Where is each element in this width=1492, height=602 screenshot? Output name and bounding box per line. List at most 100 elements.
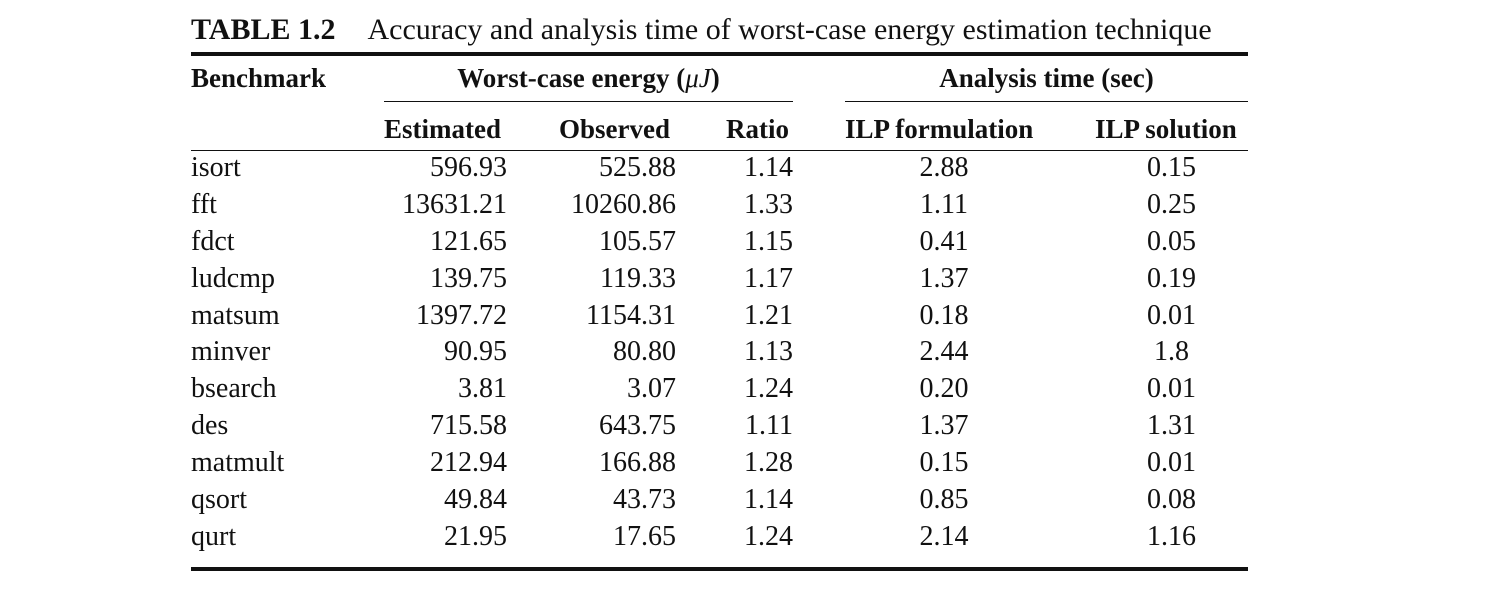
cell-estimated: 21.95 — [444, 520, 507, 552]
table-row: ludcmp 139.75 119.33 1.17 1.37 0.19 — [191, 262, 1248, 299]
cell-observed: 166.88 — [599, 447, 676, 479]
header-group-energy: Worst-case energy (μJ) — [384, 63, 793, 94]
cell-estimated: 596.93 — [430, 152, 507, 183]
table-row: bsearch 3.81 3.07 1.24 0.20 0.01 — [191, 372, 1248, 409]
cell-estimated: 212.94 — [430, 447, 507, 479]
cell-ratio: 1.33 — [744, 188, 793, 220]
group-rule-energy — [384, 101, 793, 102]
cell-observed: 43.73 — [613, 484, 676, 516]
header-row-groups: Benchmark Worst-case energy (μJ) Analysi… — [191, 56, 1248, 104]
cell-ilp-solution: 0.25 — [1147, 188, 1196, 220]
group-rule-time — [845, 101, 1248, 102]
top-rule — [191, 52, 1248, 56]
cell-benchmark: fdct — [191, 225, 235, 257]
cell-ratio: 1.28 — [744, 447, 793, 479]
cell-ilp-formulation: 2.44 — [919, 336, 969, 368]
cell-ilp-formulation: 0.15 — [919, 447, 969, 479]
cell-estimated: 90.95 — [444, 336, 507, 368]
table-row: des 715.58 643.75 1.11 1.37 1.31 — [191, 409, 1248, 446]
cell-ilp-solution: 0.15 — [1147, 152, 1196, 183]
energy-table: TABLE 1.2 Accuracy and analysis time of w… — [191, 12, 1248, 571]
cell-observed: 1154.31 — [586, 299, 676, 331]
cell-ilp-solution: 1.16 — [1147, 520, 1196, 552]
header-observed: Observed — [559, 114, 670, 144]
table-row: isort 596.93 525.88 1.14 2.88 0.15 — [191, 151, 1248, 188]
cell-ilp-solution: 0.01 — [1147, 373, 1196, 405]
table-body: isort 596.93 525.88 1.14 2.88 0.15 fft 13631.21… — [191, 151, 1248, 557]
cell-observed: 119.33 — [600, 262, 676, 294]
cell-ilp-formulation: 0.20 — [919, 373, 969, 405]
table-row: matmult 212.94 166.88 1.28 0.15 0.01 — [191, 446, 1248, 483]
bottom-rule — [191, 566, 1248, 571]
cell-benchmark: ludcmp — [191, 262, 275, 294]
header-group-energy-prefix: Worst-case energy ( — [457, 63, 686, 93]
caption-text: Accuracy and analysis time of worst-case… — [367, 13, 1212, 46]
cell-ilp-solution: 0.01 — [1147, 299, 1196, 331]
cell-ratio: 1.24 — [744, 373, 793, 405]
header-row-columns: Estimated Observed Ratio ILP formulation… — [191, 104, 1248, 150]
cell-ratio: 1.24 — [744, 520, 793, 552]
cell-observed: 17.65 — [613, 520, 676, 552]
cell-benchmark: matsum — [191, 299, 280, 331]
header-group-time: Analysis time (sec) — [939, 63, 1154, 93]
cell-ilp-solution: 0.08 — [1147, 484, 1196, 516]
header-ratio: Ratio — [726, 114, 789, 144]
header-rule — [191, 150, 1248, 151]
cell-ilp-solution: 1.31 — [1147, 410, 1196, 442]
cell-benchmark: matmult — [191, 447, 285, 479]
cell-ilp-solution: 0.01 — [1147, 447, 1196, 479]
cell-benchmark: fft — [191, 188, 217, 220]
table-row: qurt 21.95 17.65 1.24 2.14 1.16 — [191, 520, 1248, 557]
header-ilp-formulation: ILP formulation — [845, 114, 1034, 144]
cell-ilp-formulation: 0.85 — [919, 484, 969, 516]
cell-ilp-solution: 0.19 — [1147, 262, 1196, 294]
table-row: matsum 1397.72 1154.31 1.21 0.18 0.01 — [191, 299, 1248, 336]
cell-estimated: 13631.21 — [402, 188, 507, 220]
table-row: fft 13631.21 10260.86 1.33 1.11 0.25 — [191, 188, 1248, 225]
cell-ratio: 1.14 — [744, 152, 793, 183]
cell-benchmark: isort — [191, 152, 241, 183]
cell-ilp-formulation: 2.14 — [919, 520, 969, 552]
cell-ratio: 1.21 — [744, 299, 793, 331]
header-estimated: Estimated — [384, 114, 501, 144]
table-row: qsort 49.84 43.73 1.14 0.85 0.08 — [191, 483, 1248, 520]
cell-ilp-formulation: 1.37 — [919, 410, 969, 442]
table-caption: TABLE 1.2 Accuracy and analysis time of w… — [191, 12, 1248, 52]
cell-benchmark: qsort — [191, 484, 247, 516]
table-row: minver 90.95 80.80 1.13 2.44 1.8 — [191, 335, 1248, 372]
cell-benchmark: des — [191, 410, 229, 442]
cell-ilp-solution: 1.8 — [1154, 336, 1189, 368]
caption-label: TABLE 1.2 — [191, 13, 336, 46]
cell-observed: 10260.86 — [571, 188, 676, 220]
table-row: fdct 121.65 105.57 1.15 0.41 0.05 — [191, 225, 1248, 262]
cell-estimated: 1397.72 — [416, 299, 507, 331]
cell-ratio: 1.11 — [745, 410, 793, 442]
cell-ratio: 1.15 — [744, 225, 793, 257]
cell-ilp-formulation: 0.41 — [919, 225, 969, 257]
cell-ratio: 1.13 — [744, 336, 793, 368]
cell-benchmark: bsearch — [191, 373, 277, 405]
header-group-energy-unit: μJ — [685, 63, 711, 93]
cell-estimated: 121.65 — [430, 225, 507, 257]
cell-ratio: 1.17 — [744, 262, 793, 294]
cell-ratio: 1.14 — [744, 484, 793, 516]
cell-estimated: 49.84 — [444, 484, 507, 516]
header-group-energy-suffix: ) — [710, 63, 720, 93]
cell-estimated: 3.81 — [458, 373, 507, 405]
cell-observed: 643.75 — [599, 410, 676, 442]
cell-ilp-formulation: 2.88 — [919, 152, 969, 183]
cell-observed: 525.88 — [599, 152, 676, 183]
cell-ilp-formulation: 0.18 — [919, 299, 969, 331]
cell-ilp-formulation: 1.11 — [920, 188, 968, 220]
cell-observed: 105.57 — [599, 225, 676, 257]
cell-estimated: 139.75 — [430, 262, 507, 294]
cell-observed: 80.80 — [613, 336, 676, 368]
cell-observed: 3.07 — [627, 373, 676, 405]
cell-benchmark: qurt — [191, 520, 237, 552]
header-ilp-solution: ILP solution — [1095, 114, 1237, 144]
cell-estimated: 715.58 — [430, 410, 507, 442]
cell-benchmark: minver — [191, 336, 271, 368]
cell-ilp-solution: 0.05 — [1147, 225, 1196, 257]
cell-ilp-formulation: 1.37 — [919, 262, 969, 294]
header-benchmark: Benchmark — [191, 63, 326, 93]
